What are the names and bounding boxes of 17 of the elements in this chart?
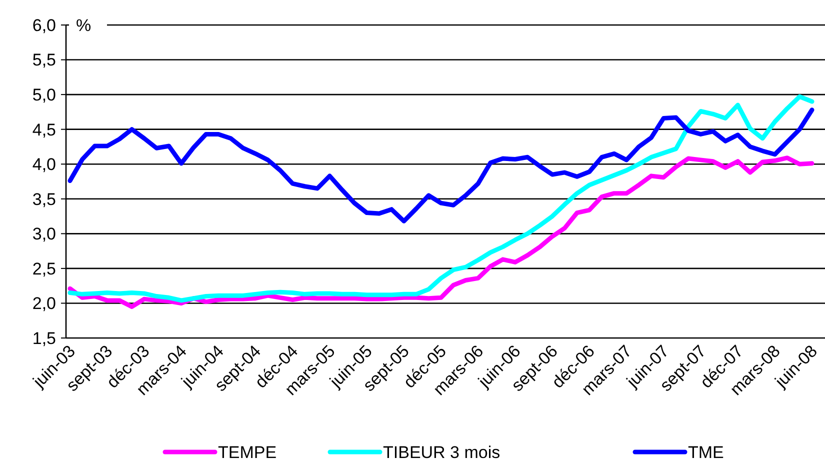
y-tick-label: 1,5 [32, 328, 56, 348]
y-tick-label: 2,0 [32, 294, 56, 314]
legend-label: TME [688, 442, 724, 462]
line-series [68, 94, 814, 303]
legend-label: TIBEUR 3 mois [383, 442, 500, 462]
y-tick-label: 2,5 [32, 259, 56, 278]
y-tick-label: 3,0 [32, 224, 56, 244]
y-tick-label: 4,0 [32, 155, 56, 174]
line-series [68, 156, 814, 309]
y-tick-label: 4,5 [32, 120, 56, 140]
line-series [68, 108, 814, 224]
y-tick-label: 5,5 [32, 50, 56, 70]
y-axis-title: % [76, 16, 92, 35]
y-tick-label: 5,0 [32, 86, 56, 105]
legend-label: TEMPE [218, 442, 277, 462]
y-tick-label: 3,5 [32, 190, 56, 209]
y-tick-label: 6,0 [32, 16, 56, 35]
